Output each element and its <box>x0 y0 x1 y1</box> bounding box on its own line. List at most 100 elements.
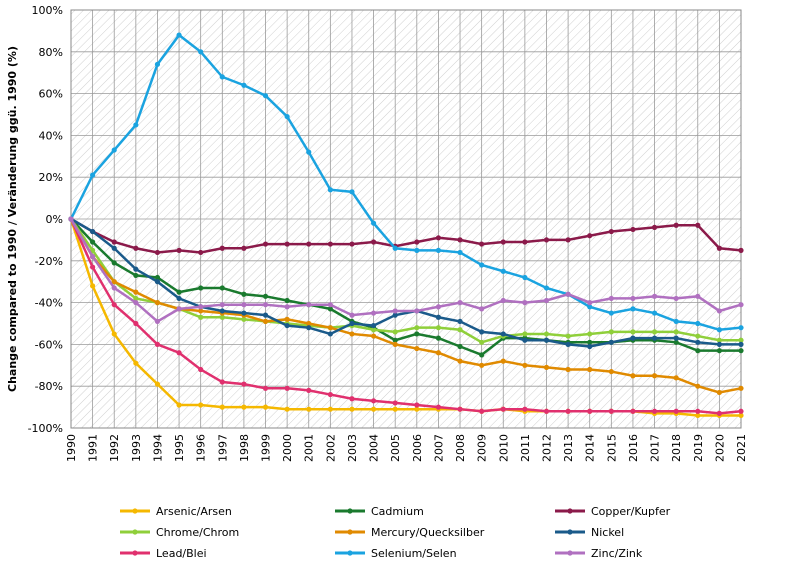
series-marker <box>587 304 593 310</box>
series-marker <box>543 331 550 337</box>
series-marker <box>392 400 398 406</box>
series-marker <box>90 228 96 235</box>
series-marker <box>500 297 506 304</box>
x-tick-label: 2021 <box>735 434 748 462</box>
series-marker <box>457 300 463 306</box>
x-tick-label: 1998 <box>238 434 251 462</box>
series-marker <box>673 329 679 335</box>
series-marker <box>68 216 74 222</box>
series-marker <box>457 343 463 350</box>
series-marker <box>370 310 377 316</box>
series-marker <box>327 187 333 193</box>
series-marker <box>479 339 485 345</box>
series-marker <box>587 233 593 239</box>
series-marker <box>327 331 333 337</box>
series-marker <box>306 325 312 331</box>
series-marker <box>392 337 398 343</box>
series-marker <box>738 337 744 343</box>
series-marker <box>716 348 722 354</box>
series-marker <box>392 312 398 318</box>
legend-label: Lead/Blei <box>156 547 207 560</box>
series-marker <box>262 93 269 99</box>
series-marker <box>695 333 701 339</box>
series-marker <box>673 408 679 414</box>
series-marker <box>198 49 204 55</box>
series-marker <box>414 239 420 245</box>
series-marker <box>262 404 269 410</box>
x-tick-label: 1999 <box>260 434 273 462</box>
series-marker <box>738 325 744 331</box>
series-marker <box>500 358 506 364</box>
series-marker <box>133 295 139 302</box>
series-line <box>69 218 742 323</box>
series-marker <box>716 308 722 314</box>
series-marker <box>587 339 593 345</box>
series-marker <box>630 329 636 335</box>
series-marker <box>673 295 679 302</box>
series-marker <box>414 325 420 331</box>
series-marker <box>306 387 312 393</box>
series-marker <box>587 300 593 306</box>
series-marker <box>695 339 701 345</box>
series-marker <box>587 343 593 350</box>
series-marker <box>241 245 247 251</box>
series-marker <box>738 247 744 253</box>
series-line <box>70 217 741 348</box>
series-marker <box>565 237 571 243</box>
series-marker <box>241 316 247 322</box>
series-marker <box>349 189 355 195</box>
y-tick-label: 0% <box>46 213 63 226</box>
series-marker <box>154 318 161 325</box>
series-marker <box>262 318 269 325</box>
x-tick-label: 1991 <box>87 434 100 462</box>
legend-marker <box>567 550 573 556</box>
series-marker <box>522 362 528 368</box>
series-marker <box>543 285 550 291</box>
series-marker <box>370 406 377 412</box>
series-marker <box>435 404 442 410</box>
series-marker <box>673 335 679 341</box>
series-marker <box>695 348 701 354</box>
series-marker <box>327 391 333 398</box>
x-tick-label: 2005 <box>389 434 402 462</box>
series-marker <box>651 408 658 414</box>
series-marker <box>608 339 614 345</box>
series-marker <box>241 381 247 387</box>
series-marker <box>435 350 442 356</box>
series-marker <box>738 348 744 354</box>
series-marker <box>111 239 117 245</box>
series-line <box>70 217 742 254</box>
y-tick-label: 60% <box>39 88 63 101</box>
series-marker <box>90 172 96 178</box>
series-marker <box>111 147 117 153</box>
series-marker <box>327 325 333 331</box>
series-marker <box>133 360 139 366</box>
series-marker <box>241 310 247 316</box>
x-tick-label: 2010 <box>497 434 510 462</box>
series-marker <box>695 412 701 419</box>
y-tick-label: 80% <box>39 46 63 59</box>
x-tick-label: 2012 <box>540 434 553 462</box>
series-marker <box>738 408 744 414</box>
series-marker <box>457 358 463 364</box>
series-marker <box>522 274 528 281</box>
series-marker <box>414 331 420 337</box>
legend-marker <box>132 550 138 556</box>
series-marker <box>543 237 550 243</box>
series-marker <box>630 373 636 379</box>
legend-label: Copper/Kupfer <box>591 505 671 518</box>
legend-label: Selenium/Selen <box>371 547 457 560</box>
y-axis-label: Change compared to 1990 / Veränderung gg… <box>6 46 19 392</box>
series-marker <box>306 320 312 327</box>
series-marker <box>522 337 528 343</box>
series-marker <box>154 274 161 281</box>
series-marker <box>176 350 182 356</box>
legend-label: Zinc/Zink <box>591 547 643 560</box>
x-tick-label: 1990 <box>65 434 78 462</box>
y-tick-label: 20% <box>39 171 63 184</box>
series-line <box>69 33 742 332</box>
series-marker <box>176 32 182 38</box>
series-marker <box>262 385 269 391</box>
series-marker <box>414 308 420 314</box>
series-marker <box>262 312 269 318</box>
